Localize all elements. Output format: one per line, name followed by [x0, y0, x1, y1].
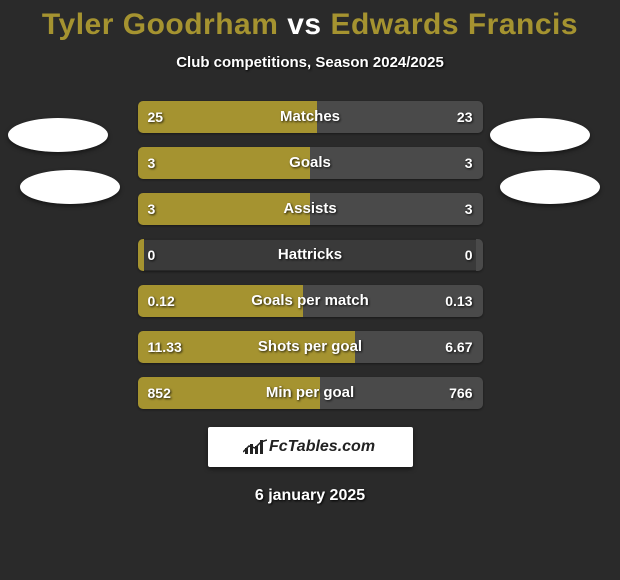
- stat-row: Assists3 3: [138, 193, 483, 225]
- stat-label: Goals per match: [138, 285, 483, 317]
- stat-label: Shots per goal: [138, 331, 483, 363]
- stat-value-right: 0.13: [445, 285, 472, 317]
- stat-label: Matches: [138, 101, 483, 133]
- stat-value-left: 852: [148, 377, 171, 409]
- comparison-title: Tyler Goodrham vs Edwards Francis: [0, 0, 620, 42]
- stat-value-right: 6.67: [445, 331, 472, 363]
- stat-row: Matches25 23: [138, 101, 483, 133]
- stat-value-right: 0: [465, 239, 473, 271]
- player2-name: Edwards Francis: [330, 8, 578, 41]
- stat-value-right: 23: [457, 101, 473, 133]
- stats-bars-container: Matches2523Goals33Assists33Hattricks00Go…: [138, 101, 483, 409]
- stat-label: Hattricks: [138, 239, 483, 271]
- logo: FcTables.com: [245, 438, 375, 456]
- player-badge-ellipse: [490, 118, 590, 152]
- stat-label: Assists: [138, 193, 483, 225]
- stat-label: Goals: [138, 147, 483, 179]
- stat-row: Min per goal852 766: [138, 377, 483, 409]
- stat-value-right: 766: [449, 377, 472, 409]
- stat-row: Shots per goal11.33 6.67: [138, 331, 483, 363]
- vs-label: vs: [287, 8, 321, 41]
- stat-row: Hattricks0 0: [138, 239, 483, 271]
- player-badge-ellipse: [500, 170, 600, 204]
- stat-value-left: 3: [148, 147, 156, 179]
- stat-value-left: 3: [148, 193, 156, 225]
- stat-value-left: 0.12: [148, 285, 175, 317]
- chart-icon: [245, 440, 265, 454]
- logo-text: FcTables.com: [269, 438, 375, 456]
- stat-label: Min per goal: [138, 377, 483, 409]
- player-badge-ellipse: [8, 118, 108, 152]
- stat-row: Goals per match0.12 0.13: [138, 285, 483, 317]
- player1-name: Tyler Goodrham: [42, 8, 278, 41]
- stat-value-left: 25: [148, 101, 164, 133]
- player-badge-ellipse: [20, 170, 120, 204]
- subtitle: Club competitions, Season 2024/2025: [0, 54, 620, 71]
- logo-box[interactable]: FcTables.com: [208, 427, 413, 467]
- stat-value-left: 11.33: [148, 331, 182, 363]
- date-label: 6 january 2025: [0, 487, 620, 505]
- stat-value-right: 3: [465, 147, 473, 179]
- stat-value-left: 0: [148, 239, 156, 271]
- stat-row: Goals3 3: [138, 147, 483, 179]
- stat-value-right: 3: [465, 193, 473, 225]
